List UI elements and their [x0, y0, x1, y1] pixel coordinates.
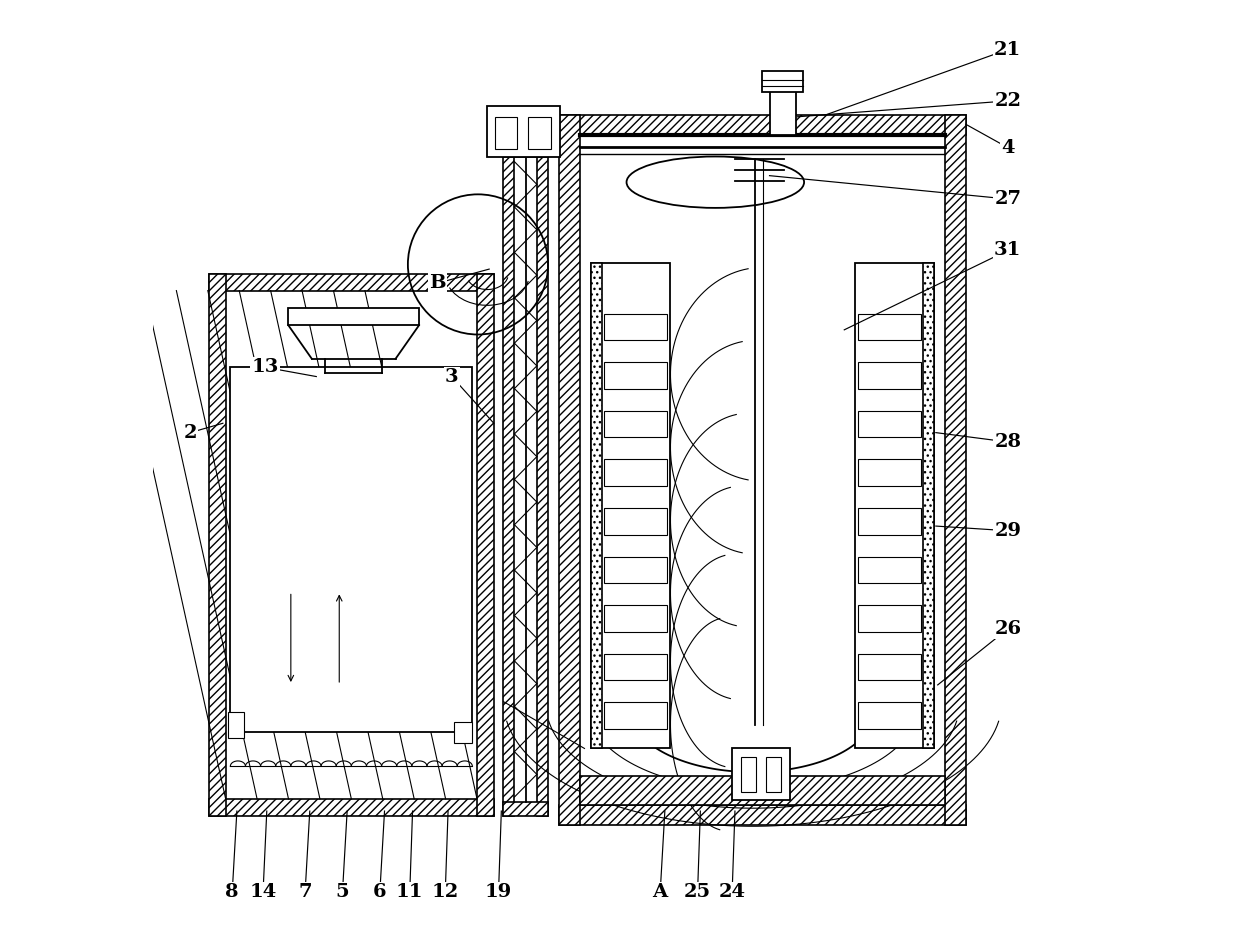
Text: 19: 19	[485, 884, 512, 901]
Text: B: B	[429, 274, 446, 292]
Text: 27: 27	[994, 190, 1022, 208]
Text: 4: 4	[1001, 138, 1014, 157]
Bar	[503, 143, 515, 816]
Bar	[604, 314, 667, 340]
Text: 26: 26	[994, 619, 1022, 638]
Bar	[858, 556, 921, 583]
Bar	[858, 460, 921, 486]
Bar	[477, 274, 494, 816]
Bar	[288, 308, 419, 325]
Bar	[487, 105, 560, 157]
Text: 2: 2	[184, 424, 197, 442]
Bar	[604, 460, 667, 486]
Text: 28: 28	[994, 433, 1022, 451]
Text: 12: 12	[432, 884, 459, 901]
Bar	[580, 135, 945, 805]
Text: 31: 31	[994, 242, 1022, 259]
Bar	[503, 143, 548, 157]
Text: 21: 21	[994, 40, 1022, 58]
Bar	[231, 368, 472, 731]
Text: 5: 5	[336, 884, 350, 901]
Text: 8: 8	[226, 884, 239, 901]
Bar	[604, 411, 667, 437]
Text: A: A	[652, 884, 668, 901]
Bar	[604, 605, 667, 632]
Bar	[604, 556, 667, 583]
Bar	[208, 799, 494, 816]
Bar	[945, 115, 966, 825]
Bar	[858, 314, 921, 340]
Text: 3: 3	[445, 368, 459, 385]
Bar	[528, 117, 551, 149]
Bar	[858, 411, 921, 437]
Bar	[495, 117, 517, 149]
Bar	[208, 274, 226, 816]
Bar	[537, 143, 548, 816]
Bar	[559, 805, 966, 825]
Bar	[454, 722, 472, 743]
Text: 29: 29	[994, 522, 1022, 540]
Text: 7: 7	[299, 884, 311, 901]
Text: 6: 6	[373, 884, 387, 901]
Bar	[208, 274, 494, 290]
Bar	[763, 71, 804, 91]
Bar	[604, 702, 667, 729]
Bar	[559, 115, 966, 135]
Bar	[858, 362, 921, 389]
Bar	[858, 653, 921, 681]
Bar	[742, 757, 756, 792]
Bar	[854, 262, 934, 748]
Bar	[604, 362, 667, 389]
Bar	[604, 653, 667, 681]
Bar	[923, 262, 934, 748]
Text: 13: 13	[252, 358, 279, 376]
Bar	[580, 776, 945, 805]
Bar	[503, 802, 548, 816]
Bar	[226, 290, 477, 799]
Bar	[770, 75, 796, 135]
Bar	[559, 115, 580, 825]
Text: 14: 14	[249, 884, 277, 901]
Bar	[858, 508, 921, 535]
Bar	[604, 508, 667, 535]
Text: 24: 24	[719, 884, 745, 901]
Bar	[858, 605, 921, 632]
Bar	[766, 757, 781, 792]
Text: 11: 11	[396, 884, 424, 901]
Bar	[858, 702, 921, 729]
Bar	[732, 748, 790, 800]
Text: 22: 22	[994, 92, 1022, 110]
Bar	[515, 157, 537, 802]
Bar	[591, 262, 671, 748]
Bar	[227, 712, 244, 738]
Text: 25: 25	[684, 884, 711, 901]
Bar	[591, 262, 603, 748]
